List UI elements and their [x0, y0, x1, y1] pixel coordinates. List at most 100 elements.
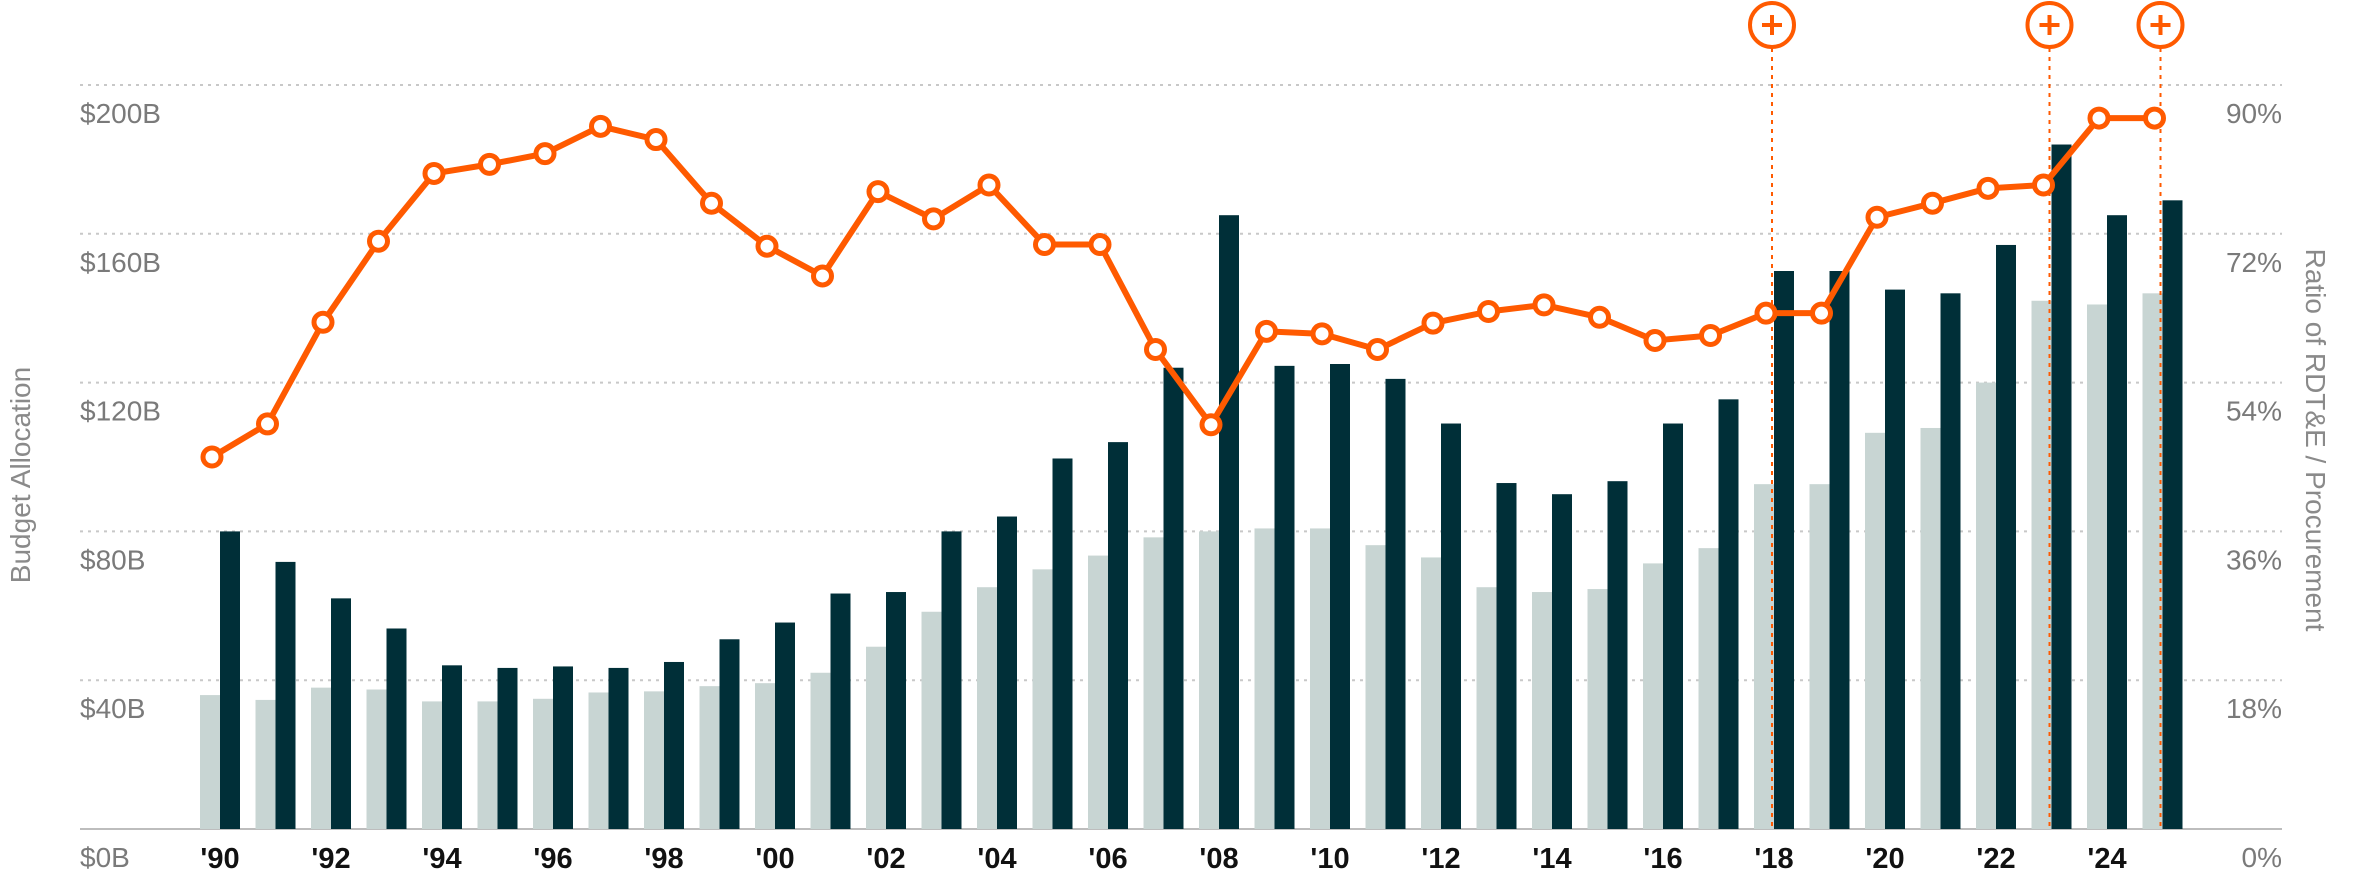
bar-dark [1330, 364, 1350, 829]
y-tick-right: 72% [2226, 247, 2282, 278]
x-tick: '00 [755, 843, 794, 875]
ratio-point [311, 310, 335, 334]
x-tick: '24 [2087, 843, 2126, 875]
ratio-point [1754, 301, 1778, 325]
bar-dark [1996, 244, 2016, 829]
bar-light [1365, 545, 1386, 829]
bar-light [311, 687, 331, 829]
ratio-point [422, 161, 446, 185]
bar-light [1421, 557, 1441, 829]
ratio-point [1699, 323, 1722, 347]
y-tick-left: $80B [80, 544, 145, 575]
ratio-point [2143, 106, 2166, 130]
ratio-point [1199, 413, 1223, 437]
bar-light [977, 587, 997, 829]
bar-light [1865, 432, 1885, 829]
bar-light [588, 692, 609, 829]
x-tick: '08 [1199, 843, 1238, 875]
ratio-point [1477, 300, 1500, 324]
x-tick: '06 [1088, 843, 1127, 875]
bar-dark [830, 593, 851, 829]
x-tick: '94 [422, 843, 461, 875]
ratio-point [1976, 176, 2000, 200]
bar-light [1698, 548, 1719, 829]
bar-light [699, 686, 720, 829]
bar-light [1809, 484, 1830, 829]
bar-dark [1108, 442, 1128, 829]
plus-circle-icon [1748, 1, 1796, 49]
bar-light [866, 646, 886, 829]
y-tick-right: 36% [2226, 544, 2282, 575]
bar-light [2087, 304, 2107, 830]
bar-dark [1718, 399, 1739, 829]
ratio-point [1643, 328, 1667, 352]
bar-dark [1496, 483, 1517, 829]
bar-light [755, 683, 775, 829]
ratio-point [1421, 311, 1445, 335]
annotations [1748, 1, 2185, 829]
bar-dark [1385, 378, 1406, 829]
ratio-point [2087, 106, 2111, 130]
x-tick: '10 [1310, 843, 1349, 875]
left-axis-title: Budget Allocation [5, 367, 36, 583]
bars [200, 144, 2183, 830]
bar-light [1254, 528, 1275, 829]
bar-dark [1274, 365, 1295, 829]
right-axis-title: Ratio of RDT&E / Procurement [2300, 249, 2331, 632]
bar-light [2031, 300, 2052, 829]
bar-dark [1052, 458, 1073, 829]
y-tick-right: 54% [2226, 396, 2282, 427]
bar-dark [386, 628, 407, 829]
bar-dark [1552, 494, 1572, 829]
ratio-point [1144, 338, 1167, 362]
ratio-point [200, 445, 224, 469]
bar-dark [664, 661, 684, 829]
bar-dark [2051, 144, 2072, 829]
bar-light [255, 699, 276, 829]
bar-light [1920, 427, 1941, 829]
bar-dark [2107, 215, 2127, 829]
bar-dark [1774, 271, 1794, 829]
ratio-point [755, 234, 779, 258]
ratio-point [1588, 305, 1611, 329]
x-tick: '92 [311, 843, 350, 875]
bar-dark [1441, 423, 1461, 829]
bar-dark [886, 592, 906, 829]
bar-light [1476, 587, 1497, 829]
x-tick: '12 [1421, 843, 1460, 875]
bar-light [1643, 563, 1663, 829]
ratio-point [811, 264, 834, 288]
ratio-point [1255, 319, 1278, 343]
ratio-line [200, 106, 2166, 469]
bar-dark [1829, 271, 1850, 829]
bar-dark [775, 622, 795, 829]
bar-dark [553, 666, 573, 829]
ratio-point [533, 142, 557, 166]
ratio-point [589, 114, 612, 138]
bar-light [200, 695, 220, 829]
y-tick-left: $120B [80, 396, 161, 427]
ratio-point [1310, 322, 1334, 346]
y-tick-left: $160B [80, 247, 161, 278]
x-tick: '14 [1532, 843, 1571, 875]
bar-light [1754, 484, 1774, 829]
x-tick: '20 [1865, 843, 1904, 875]
x-tick: '04 [977, 843, 1016, 875]
y-tick-right: 90% [2226, 98, 2282, 129]
bar-dark [941, 531, 962, 829]
x-tick: '96 [533, 843, 572, 875]
bar-dark [275, 561, 296, 829]
ratio-point [922, 207, 945, 231]
ratio-point [1810, 301, 1833, 325]
plus-circle-icon [2136, 1, 2185, 49]
bar-light [1199, 531, 1219, 829]
y-tick-right: 0% [2242, 842, 2282, 873]
bar-light [1976, 382, 1996, 829]
bar-dark [1940, 293, 1961, 829]
x-tick: '02 [866, 843, 905, 875]
ratio-point [1865, 205, 1889, 229]
bar-dark [497, 667, 518, 829]
ratio-point [644, 128, 668, 152]
y-tick-right: 18% [2226, 693, 2282, 724]
bar-dark [442, 665, 462, 829]
